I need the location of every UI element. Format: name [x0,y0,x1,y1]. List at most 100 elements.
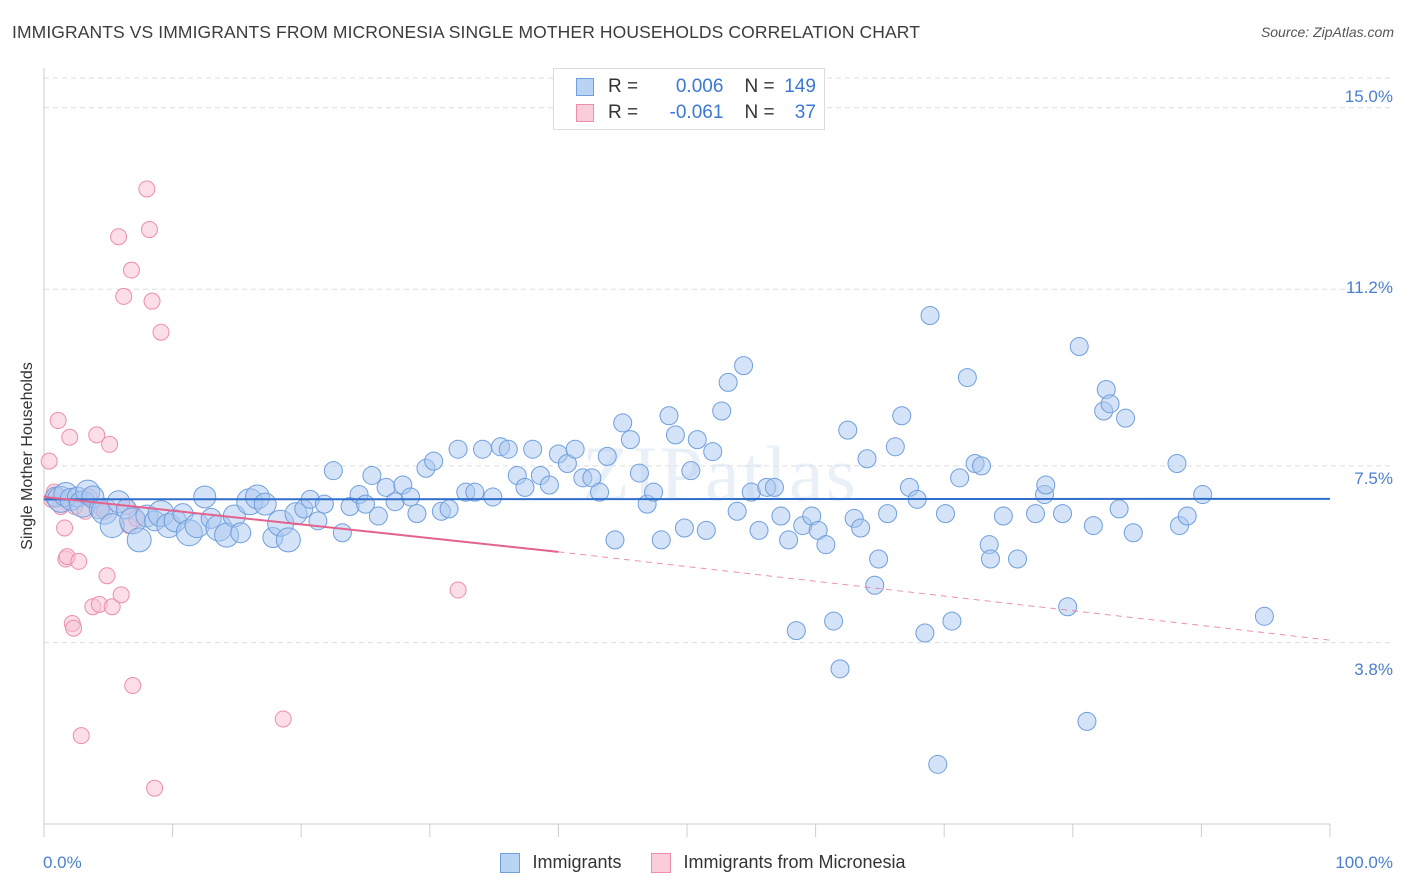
immigrants-point [659,406,679,426]
immigrants-point [718,372,738,392]
micronesia-point [124,677,142,695]
micronesia-point [72,727,90,745]
immigrants-point [539,475,559,495]
immigrants-point [786,621,806,641]
r-value: -0.061 [669,102,724,123]
immigrants-point [275,527,301,553]
micronesia-point [274,710,292,728]
immigrants-point [424,451,444,471]
immigrants-point [764,477,784,497]
n-label: N = [744,102,775,123]
micronesia-point [115,287,133,305]
immigrants-point [1053,504,1073,524]
immigrants-point [498,439,518,459]
x-tick-max: 100.0% [1335,853,1393,872]
immigrants-point [1116,408,1136,428]
immigrants-point [665,425,685,445]
axes [43,68,1331,837]
immigrants-point [971,456,991,476]
micronesia-point [98,567,116,585]
y-axis-label: Single Mother Households [19,362,36,550]
y-tick-3-8: 3.8% [1354,660,1393,679]
immigrants-point [920,306,940,326]
immigrants-point [928,754,948,774]
immigrants-point [885,437,905,457]
immigrants-point [597,446,617,466]
immigrants-point [407,504,427,524]
x-tick-min: 0.0% [43,853,82,872]
immigrants-point [712,401,732,421]
immigrants-point [779,530,799,550]
legend-swatch-pink [651,852,672,873]
micronesia-point [101,435,119,453]
immigrants-point [523,439,543,459]
r-label: R = [608,76,639,97]
n-label: N = [744,76,775,97]
micronesia-point [65,619,83,637]
immigrants-point [869,549,889,569]
micronesia-point [138,180,156,198]
immigrants-point [771,506,791,526]
immigrants-point [1026,504,1046,524]
immigrants-point [915,623,935,643]
immigrants-point [993,506,1013,526]
immigrants-point [193,485,217,509]
y-tick-7-5: 7.5% [1354,469,1393,488]
immigrants-point [734,356,754,376]
micronesia-point [449,581,467,599]
immigrants-point [1123,523,1143,543]
immigrants-point [230,522,252,544]
micronesia-trend-extension [558,551,1331,641]
immigrants-point [1109,499,1129,519]
legend-swatch-blue [576,78,594,96]
immigrants-point [368,506,388,526]
immigrants-point [942,611,962,631]
immigrants-point [980,549,1000,569]
immigrants-point [1058,597,1078,617]
immigrants-point [892,406,912,426]
micronesia-point [122,261,140,279]
immigrants-point [838,420,858,440]
legend-label-immigrants: Immigrants [532,852,622,872]
chart-title: IMMIGRANTS VS IMMIGRANTS FROM MICRONESIA… [12,22,921,42]
micronesia-point [56,519,74,537]
immigrants-point [1254,606,1274,626]
immigrants-point [613,413,633,433]
immigrants-point [401,487,421,507]
immigrants-point [483,487,503,507]
immigrants-point [1100,394,1120,414]
source-label: Source: ZipAtlas.com [1260,24,1394,40]
micronesia-point [112,586,130,604]
immigrants-point [681,461,701,481]
immigrants-point [1193,485,1213,505]
immigrants-point [1069,337,1089,357]
immigrants-point [727,501,747,521]
immigrants-point [1008,549,1028,569]
trend-lines [43,495,1331,641]
immigrants-point [851,518,871,538]
stats-legend-row-micronesia: R = -0.061 N = 37 [576,101,816,125]
immigrants-point [651,530,671,550]
immigrants-point [332,523,352,543]
r-label: R = [608,102,639,123]
immigrants-point [253,492,277,516]
immigrants-point [1083,516,1103,536]
immigrants-point [629,463,649,483]
micronesia-point [61,428,79,446]
stats-legend: R = 0.006 N = 149 R = -0.061 N = 37 [553,68,825,130]
immigrants-point [696,520,716,540]
n-value: 149 [784,76,816,97]
immigrants-point [703,442,723,462]
immigrants-point [1077,711,1097,731]
series-immigrants-points [45,306,1274,774]
micronesia-point [146,779,164,797]
y-tick-15-0: 15.0% [1344,87,1393,106]
immigrants-point [465,482,485,502]
immigrants-point [935,504,955,524]
immigrants-point [473,439,493,459]
immigrants-point [448,439,468,459]
immigrants-point [1177,506,1197,526]
immigrants-point [620,430,640,450]
micronesia-trend-line [43,495,559,553]
